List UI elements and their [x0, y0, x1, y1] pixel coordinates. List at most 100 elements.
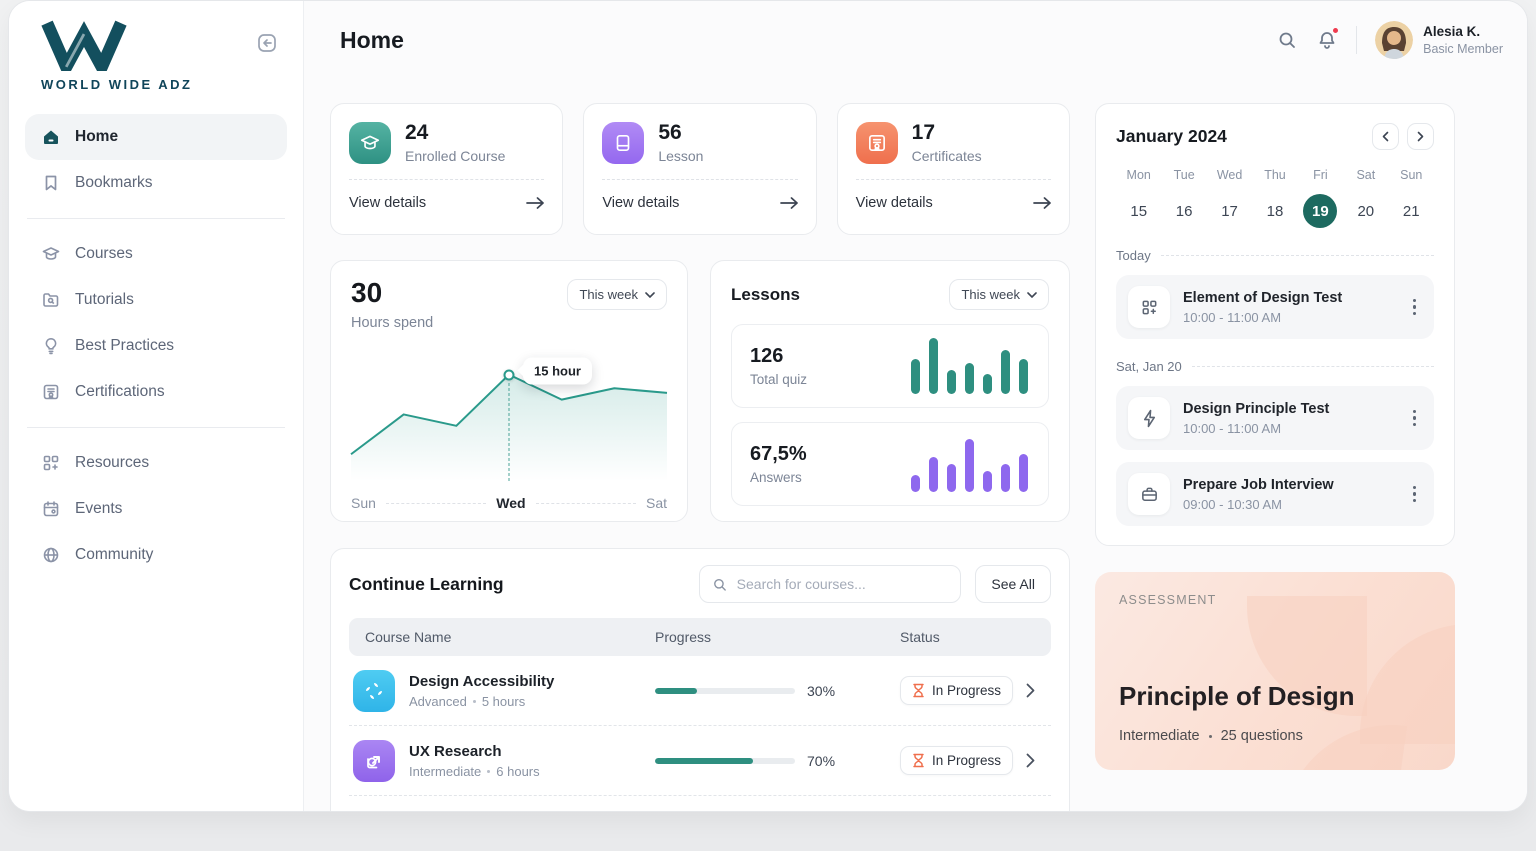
course-title: UX Research	[409, 742, 502, 760]
sidebar-item-certifications[interactable]: Certifications	[25, 369, 287, 415]
certificate-icon	[41, 382, 61, 402]
sidebar-item-tutorials[interactable]: Tutorials	[25, 277, 287, 323]
assessment-title: Principle of Design	[1119, 681, 1355, 711]
arrow-right-icon	[1033, 196, 1051, 209]
event-title: Design Principle Test	[1183, 400, 1330, 417]
assessment-banner[interactable]: ASSESSMENT Principle of Design Intermedi…	[1095, 572, 1455, 770]
sidebar-item-label: Events	[75, 500, 123, 518]
progress-label: 30%	[807, 682, 836, 699]
calendar-date[interactable]: 20	[1357, 202, 1375, 220]
chart-tooltip: 15 hour	[523, 357, 592, 385]
collapse-sidebar-icon[interactable]	[255, 31, 279, 55]
event-time: 10:00 - 11:00 AM	[1183, 309, 1282, 325]
sidebar-item-best-practices[interactable]: Best Practices	[25, 323, 287, 369]
sidebar-item-community[interactable]: Community	[25, 532, 287, 578]
sidebar-item-bookmarks[interactable]: Bookmarks	[25, 160, 287, 206]
event-prepare-job-interview[interactable]: Prepare Job Interview 09:00 - 10:30 AM	[1116, 462, 1434, 526]
stat-card-enrolled: 24 Enrolled Course View details	[330, 103, 564, 235]
sidebar-item-resources[interactable]: Resources	[25, 440, 287, 486]
notification-dot	[1332, 27, 1340, 34]
continue-learning-title: Continue Learning	[349, 573, 504, 594]
chevron-right-icon[interactable]	[1026, 683, 1035, 698]
stat-value: 17	[911, 121, 936, 144]
kebab-menu-icon[interactable]	[1407, 480, 1423, 509]
calendar-prev-button[interactable]	[1372, 123, 1399, 150]
progress-bar	[655, 687, 795, 694]
day-name: Sun	[1400, 168, 1423, 182]
calendar-date[interactable]: 16	[1175, 202, 1193, 220]
table-header: Course Name Progress Status	[349, 618, 1051, 656]
hours-week-filter[interactable]: This week	[567, 279, 667, 310]
dot-separator	[472, 699, 476, 703]
status-badge: In Progress	[900, 746, 1014, 775]
certificate-icon	[855, 121, 898, 164]
axis-label-sat: Sat	[645, 495, 667, 511]
event-design-principle-test[interactable]: Design Principle Test 10:00 - 11:00 AM	[1116, 386, 1434, 450]
view-details-button[interactable]: View details	[602, 180, 798, 225]
courses-search[interactable]	[699, 565, 962, 603]
topbar-divider	[1356, 26, 1358, 54]
calendar-date[interactable]: 18	[1266, 202, 1284, 220]
total-quiz-value: 126	[750, 345, 784, 367]
course-row-ux-research[interactable]: UX Research Intermediate 6 hours 70%	[349, 726, 1051, 796]
hours-x-axis: Sun Wed Sat	[351, 495, 667, 511]
calendar-date-selected[interactable]: 19	[1298, 194, 1343, 228]
arrow-right-icon	[779, 196, 798, 209]
calendar-month: January 2024	[1116, 126, 1227, 146]
calendar-date[interactable]: 21	[1402, 202, 1420, 220]
column-course-name: Course Name	[365, 629, 452, 645]
course-duration: 5 hours	[481, 693, 526, 709]
sidebar-item-courses[interactable]: Courses	[25, 231, 287, 277]
sidebar-item-label: Community	[75, 546, 154, 564]
day-name: Tue	[1173, 168, 1195, 182]
search-input[interactable]	[736, 576, 949, 592]
day-name: Thu	[1264, 168, 1286, 182]
lightning-icon	[1128, 397, 1170, 439]
axis-label-sun: Sun	[351, 495, 376, 511]
user-role: Basic Member	[1423, 41, 1503, 56]
status-label: In Progress	[932, 753, 1002, 768]
chevron-down-icon	[645, 291, 655, 298]
sidebar-item-label: Bookmarks	[75, 174, 153, 192]
filter-label: This week	[961, 287, 1020, 302]
view-details-label: View details	[602, 194, 680, 211]
search-icon[interactable]	[1276, 29, 1298, 51]
calendar-next-button[interactable]	[1407, 123, 1434, 150]
see-all-button[interactable]: See All	[975, 565, 1051, 603]
lessons-week-filter[interactable]: This week	[949, 279, 1049, 310]
kebab-menu-icon[interactable]	[1407, 293, 1423, 322]
assessment-tag: ASSESSMENT	[1119, 593, 1217, 607]
event-element-of-design-test[interactable]: Element of Design Test 10:00 - 11:00 AM	[1116, 275, 1434, 339]
user-profile[interactable]: Alesia K. Basic Member	[1375, 21, 1503, 59]
course-title: Design Accessibility	[409, 672, 555, 690]
calendar-date[interactable]: 15	[1130, 202, 1148, 220]
hours-line-chart: 15 hour	[351, 353, 667, 481]
dashed-divider	[602, 179, 798, 180]
event-time: 09:00 - 10:30 AM	[1183, 496, 1283, 512]
app-window: WORLD WIDE ADZ Home Bookmarks	[8, 0, 1528, 812]
stat-card-lessons: 56 Lesson View details	[583, 103, 817, 235]
chevron-right-icon[interactable]	[1026, 753, 1035, 768]
hourglass-icon	[913, 753, 924, 768]
graduation-cap-icon	[41, 244, 61, 264]
sidebar-nav: Home Bookmarks Courses Tutorials	[25, 114, 287, 578]
view-details-button[interactable]: View details	[856, 180, 1051, 225]
quiz-bar-chart	[911, 338, 1028, 394]
day-name: Mon	[1126, 168, 1151, 182]
lessons-title: Lessons	[731, 284, 800, 304]
day-name: Fri	[1313, 168, 1328, 182]
sidebar-divider	[27, 218, 285, 219]
kebab-menu-icon[interactable]	[1407, 404, 1423, 433]
calendar-date[interactable]: 17	[1221, 202, 1238, 220]
sidebar-item-label: Resources	[75, 454, 150, 472]
progress-bar	[655, 757, 795, 764]
notifications-bell-icon[interactable]	[1316, 27, 1340, 51]
dashed-rule	[1160, 255, 1434, 256]
today-section-label: Today	[1116, 248, 1434, 263]
chevron-down-icon	[1027, 291, 1037, 298]
sidebar-item-home[interactable]: Home	[25, 114, 287, 160]
brand-name: WORLD WIDE ADZ	[41, 77, 193, 92]
sidebar-item-events[interactable]: Events	[25, 486, 287, 532]
course-row-design-accessibility[interactable]: Design Accessibility Advanced 5 hours 30…	[349, 656, 1051, 726]
view-details-button[interactable]: View details	[349, 180, 545, 225]
